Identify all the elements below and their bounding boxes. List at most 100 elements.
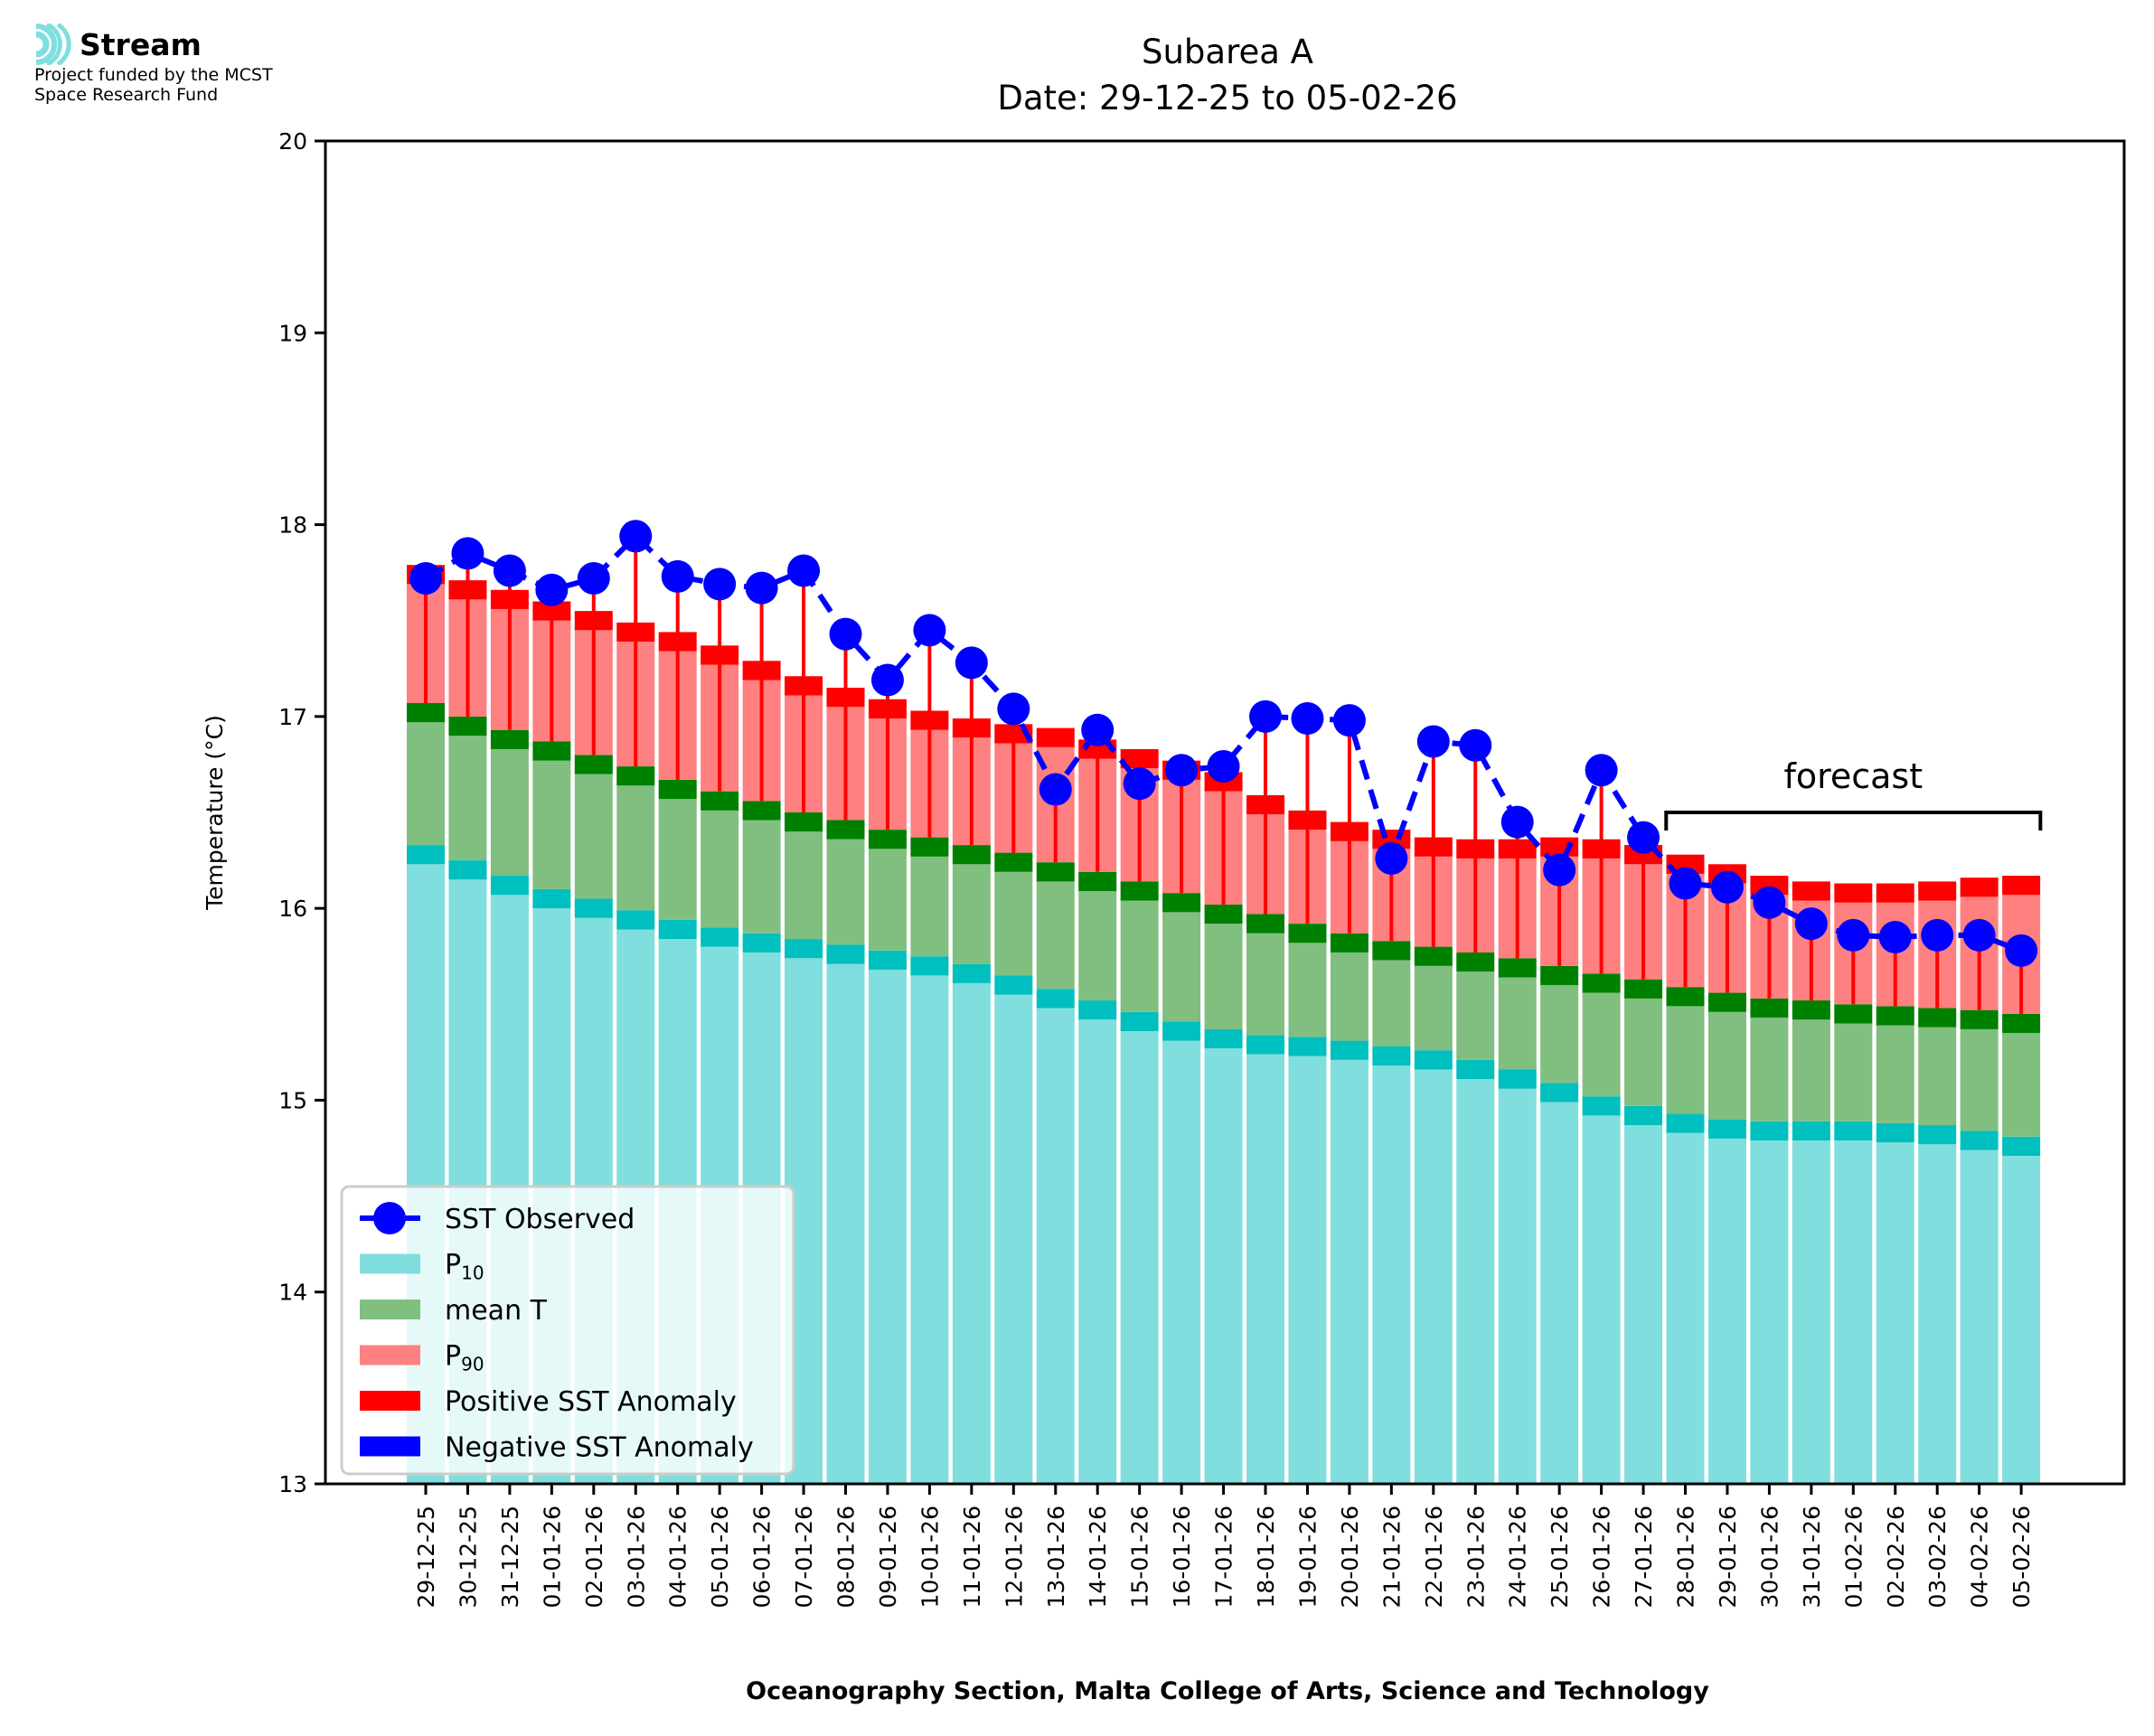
p10-bar	[1204, 1048, 1243, 1484]
x-tick-label: 27-01-26	[1631, 1506, 1657, 1608]
legend-swatch	[360, 1391, 420, 1411]
mean-cap	[1750, 998, 1789, 1018]
x-tick-label: 19-01-26	[1294, 1506, 1321, 1608]
x-tick-label: 28-01-26	[1673, 1506, 1699, 1608]
mean-bar	[532, 760, 571, 889]
mean-cap	[1960, 1009, 1999, 1029]
mean-bar	[1876, 1025, 1914, 1123]
observed-series-layer	[409, 520, 2038, 967]
p10-cap	[407, 845, 445, 865]
p10-cap	[1666, 1113, 1705, 1133]
y-tick-label: 13	[278, 1471, 307, 1497]
observed-point	[1669, 867, 1702, 900]
x-axis-ticks: 29-12-25 30-12-25 31-12-25 01-01-26 02-01-26…	[413, 1484, 2035, 1608]
mean-cap	[2002, 1013, 2041, 1034]
legend-swatch-observed-marker	[373, 1202, 406, 1234]
observed-point	[409, 562, 442, 596]
mean-cap	[910, 837, 949, 857]
mean-bar	[1162, 912, 1201, 1022]
funding-line-1: Project funded by the MCST	[34, 65, 273, 85]
mean-bar	[1372, 960, 1411, 1046]
observed-point	[870, 663, 904, 697]
x-tick-label: 29-12-25	[413, 1506, 439, 1608]
observed-point	[1794, 907, 1828, 941]
mean-bar	[868, 849, 907, 951]
mean-bar	[574, 774, 613, 899]
mean-cap	[1624, 979, 1663, 999]
p10-bar	[1960, 1150, 1999, 1484]
x-tick-label: 14-01-26	[1085, 1506, 1111, 1608]
mean-bar	[742, 820, 781, 934]
observed-point	[703, 568, 737, 601]
p10-cap	[1120, 1011, 1159, 1032]
mean-bar	[616, 785, 655, 911]
observed-point	[1165, 754, 1199, 787]
x-tick-label: 11-01-26	[959, 1506, 985, 1608]
mean-cap	[1498, 958, 1537, 978]
observed-point	[745, 571, 778, 605]
x-tick-label: 12-01-26	[1001, 1506, 1027, 1608]
p10-cap	[1204, 1028, 1243, 1049]
x-tick-label: 21-01-26	[1378, 1506, 1405, 1608]
legend-label-subscript: 10	[461, 1262, 484, 1284]
mean-cap	[658, 779, 697, 800]
x-tick-label: 04-02-26	[1967, 1506, 1993, 1608]
y-tick-label: 18	[278, 512, 307, 539]
observed-point	[1585, 754, 1618, 787]
mean-cap	[1582, 973, 1621, 993]
observed-point	[1249, 699, 1282, 733]
x-tick-label: 01-01-26	[539, 1506, 565, 1608]
p10-cap	[1498, 1069, 1537, 1089]
p10-cap	[701, 927, 739, 947]
observed-point	[1081, 713, 1115, 746]
legend-box	[340, 1185, 795, 1476]
p10-cap	[1330, 1040, 1369, 1060]
x-tick-label: 23-01-26	[1463, 1506, 1489, 1608]
observed-point	[1627, 821, 1660, 854]
y-tick-label: 17	[278, 704, 307, 730]
p10-cap	[448, 860, 487, 880]
p10-bar	[1666, 1132, 1705, 1484]
mean-cap	[1666, 987, 1705, 1007]
chart-subtitle: Date: 29-12-25 to 05-02-26	[997, 79, 1457, 117]
mean-bar	[1120, 900, 1159, 1012]
p10-bar	[910, 975, 949, 1484]
mean-bar	[658, 799, 697, 920]
x-tick-label: 29-01-26	[1715, 1506, 1741, 1608]
p10-cap	[1288, 1037, 1327, 1056]
x-tick-label: 03-01-26	[623, 1506, 649, 1608]
mean-bar	[407, 722, 445, 846]
observed-point	[1459, 728, 1492, 762]
p10-bar	[1624, 1125, 1663, 1484]
mean-cap	[1288, 924, 1327, 943]
p10-cap	[910, 956, 949, 976]
p10-bar	[868, 970, 907, 1484]
p10-bar	[1036, 1008, 1075, 1484]
mean-bar	[785, 831, 823, 940]
x-tick-label: 05-02-26	[2008, 1506, 2035, 1608]
p10-cap	[1960, 1131, 1999, 1150]
p10-cap	[826, 944, 865, 964]
p10-bar	[1707, 1138, 1746, 1484]
mean-cap	[785, 812, 823, 832]
p10-bar	[1582, 1115, 1621, 1484]
mean-cap	[1330, 933, 1369, 952]
p10-bar	[1498, 1088, 1537, 1484]
forecast-label: forecast	[1783, 756, 1923, 796]
p10-bar	[952, 982, 991, 1484]
mean-cap	[490, 729, 529, 749]
mean-cap	[1078, 871, 1117, 892]
p10-cap	[1834, 1121, 1873, 1141]
x-tick-label: 17-01-26	[1211, 1506, 1237, 1608]
mean-bar	[1246, 933, 1284, 1036]
observed-point	[1332, 704, 1366, 737]
legend-label: SST Observed	[445, 1204, 635, 1235]
x-tick-label: 13-01-26	[1043, 1506, 1069, 1608]
p10-cap	[1540, 1083, 1579, 1103]
observed-point	[619, 520, 653, 553]
mean-cap	[616, 766, 655, 786]
mean-cap	[1246, 914, 1284, 934]
mean-bar	[1498, 977, 1537, 1070]
observed-point	[1878, 920, 1912, 953]
